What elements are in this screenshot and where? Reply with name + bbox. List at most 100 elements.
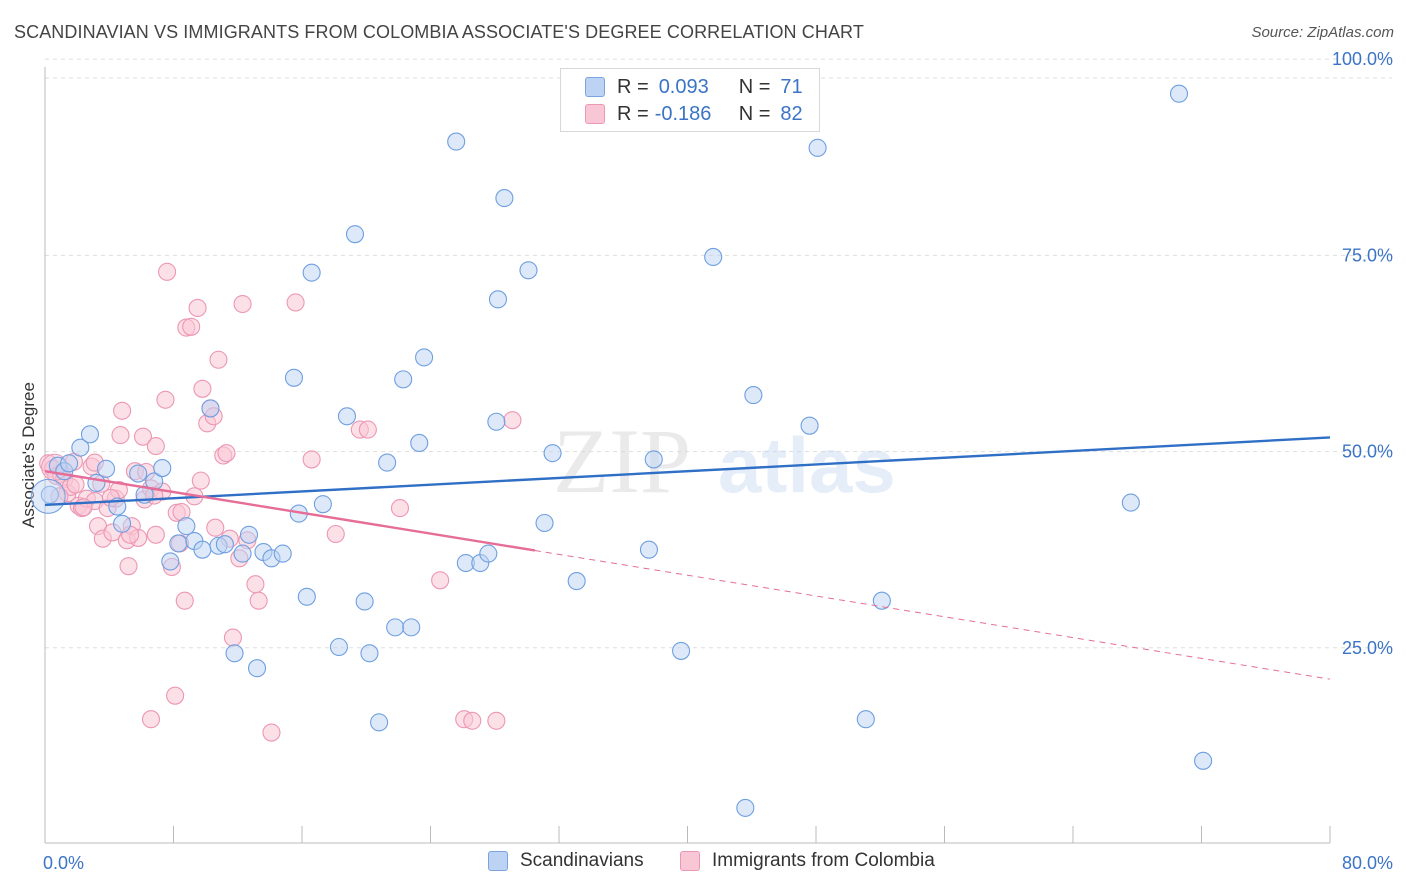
data-point-colombia <box>217 444 236 463</box>
data-point-scandinavian <box>402 618 421 637</box>
data-point-scandinavian <box>535 513 554 533</box>
data-point-scandinavian <box>337 407 357 426</box>
data-point-colombia <box>463 711 482 730</box>
stats-legend: R = 0.093 N = 71 R = -0.186 N = 82 <box>560 68 820 132</box>
legend-label-colombia: Immigrants from Colombia <box>712 850 935 871</box>
data-point-scandinavian <box>744 386 763 405</box>
data-point-scandinavian <box>415 348 434 367</box>
data-point-scandinavian <box>410 433 429 452</box>
y-tick-label: 25.0% <box>1342 638 1393 658</box>
data-point-colombia <box>141 710 161 729</box>
data-point-scandinavian <box>313 495 332 514</box>
data-point-scandinavian <box>704 247 723 266</box>
data-point-scandinavian <box>567 572 586 591</box>
data-point-scandinavian <box>177 517 196 536</box>
data-point-colombia <box>158 262 177 281</box>
data-point-scandinavian <box>736 798 755 817</box>
trend-line-colombia <box>44 470 536 552</box>
data-point-scandinavian <box>193 540 212 559</box>
r-value: -0.186 <box>654 102 712 125</box>
data-point-scandinavian <box>370 713 389 732</box>
data-point-colombia <box>113 401 132 420</box>
data-point-colombia <box>286 293 305 312</box>
legend-swatch-pink <box>680 851 700 871</box>
data-point-colombia <box>111 426 130 445</box>
data-point-scandinavian <box>639 540 659 559</box>
data-point-scandinavian <box>30 478 66 514</box>
data-point-scandinavian <box>856 710 875 729</box>
legend-swatch-pink <box>585 104 605 124</box>
n-value: 71 <box>780 75 803 98</box>
data-point-scandinavian <box>1121 493 1140 512</box>
data-point-scandinavian <box>447 132 466 151</box>
y-tick-label: 50.0% <box>1342 442 1393 462</box>
data-point-scandinavian <box>284 368 304 387</box>
data-point-scandinavian <box>60 454 79 473</box>
x-tick-labels: 0.0% 80.0% <box>43 853 1393 873</box>
data-point-scandinavian <box>297 587 316 606</box>
data-point-scandinavian <box>495 189 514 208</box>
data-point-scandinavian <box>329 637 348 657</box>
data-point-scandinavian <box>113 514 132 533</box>
data-point-colombia <box>175 591 194 610</box>
data-point-colombia <box>74 498 93 517</box>
data-point-scandinavian <box>129 464 148 483</box>
chart-title: SCANDINAVIAN VS IMMIGRANTS FROM COLOMBIA… <box>14 22 864 42</box>
legend-label-scandinavians: Scandinavians <box>520 850 644 871</box>
data-point-colombia <box>146 525 165 544</box>
data-point-scandinavian <box>360 644 379 663</box>
data-point-scandinavian <box>161 552 180 571</box>
trend-line-colombia-extrapolated <box>534 550 1331 680</box>
data-point-scandinavian <box>273 544 292 563</box>
y-tick-labels: 100.0% 75.0% 50.0% 25.0% <box>1332 49 1393 658</box>
legend-item-scandinavians: Scandinavians <box>488 850 644 872</box>
data-point-colombia <box>133 427 153 446</box>
data-point-scandinavian <box>169 534 188 553</box>
watermark: ZIP atlas <box>553 410 896 512</box>
legend-row-scandinavians: R = 0.093 N = 71 <box>585 74 803 100</box>
r-value: 0.093 <box>658 75 709 98</box>
data-point-scandinavian <box>872 591 891 610</box>
data-point-colombia <box>206 518 225 537</box>
n-label: N = <box>738 102 771 125</box>
r-label: R = <box>617 102 649 125</box>
data-point-colombia <box>66 475 85 494</box>
data-point-colombia <box>431 571 450 590</box>
data-point-colombia <box>487 711 506 730</box>
data-point-scandinavian <box>394 370 413 389</box>
data-point-colombia <box>188 298 207 318</box>
data-point-scandinavian <box>808 138 827 157</box>
data-point-scandinavian <box>239 525 259 544</box>
legend-row-colombia: R = -0.186 N = 82 <box>585 101 803 127</box>
y-tick-label: 100.0% <box>1332 49 1393 69</box>
data-point-scandinavian <box>386 618 405 637</box>
data-point-colombia <box>191 471 210 490</box>
y-axis-label: Associate's Degree <box>19 382 38 528</box>
data-point-scandinavian <box>225 644 244 663</box>
legend-swatch-blue <box>585 77 605 97</box>
data-point-colombia <box>146 437 165 456</box>
source-label: Source: ZipAtlas.com <box>1251 24 1394 41</box>
x-tick-label: 0.0% <box>43 853 84 873</box>
data-point-scandinavian <box>215 535 234 554</box>
data-point-scandinavian <box>345 225 365 244</box>
data-point-colombia <box>358 420 377 439</box>
data-point-scandinavian <box>247 659 267 678</box>
data-point-scandinavian <box>479 544 498 563</box>
trend-line-scandinavians <box>44 436 1331 507</box>
data-point-colombia <box>249 591 268 610</box>
trend-lines <box>44 436 1331 680</box>
data-point-colombia <box>182 317 201 336</box>
data-point-colombia <box>233 294 252 314</box>
data-point-colombia <box>302 450 321 469</box>
data-point-scandinavian <box>644 450 663 469</box>
data-point-scandinavian <box>40 485 59 504</box>
data-point-colombia <box>193 379 212 398</box>
data-point-scandinavian <box>488 290 508 309</box>
data-point-colombia <box>119 557 138 576</box>
legend-item-colombia: Immigrants from Colombia <box>680 850 935 872</box>
data-point-scandinavian <box>487 412 506 431</box>
r-label: R = <box>617 75 649 98</box>
data-point-scandinavian <box>96 459 116 478</box>
data-point-scandinavian <box>201 399 220 418</box>
